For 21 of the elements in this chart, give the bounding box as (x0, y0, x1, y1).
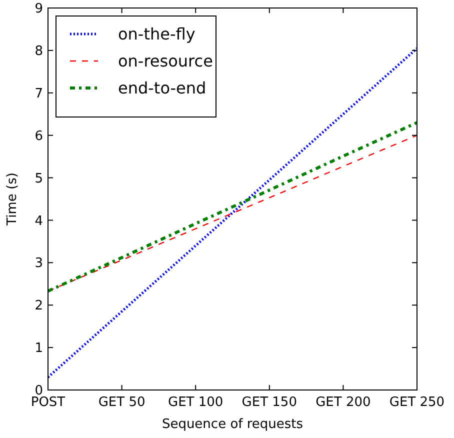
line-series (46, 47, 418, 379)
y-tick-label: 7 (34, 86, 43, 102)
y-tick-label: 9 (34, 2, 43, 17)
y-tick-label: 2 (34, 298, 43, 314)
x-tick-label: GET 150 (242, 395, 297, 410)
x-tick-label: GET 250 (389, 395, 445, 410)
x-tick-label: GET 50 (98, 395, 146, 410)
x-tick-label: GET 100 (168, 395, 224, 410)
y-tick-label: 1 (34, 341, 43, 356)
y-axis-title: Time (s) (5, 172, 20, 226)
legend-label: end-to-end (118, 78, 206, 98)
y-tick-label: 6 (34, 128, 43, 144)
x-axis-title: Sequence of requests (162, 417, 304, 432)
legend-label: on-resource (118, 52, 213, 71)
y-tick-label: 3 (34, 256, 43, 272)
y-tick-label: 4 (34, 214, 43, 229)
y-tick-label: 5 (34, 171, 43, 186)
x-tick-label: GET 200 (316, 395, 371, 410)
y-tick-label: 8 (34, 44, 43, 59)
x-tick-label: POST (30, 395, 66, 410)
legend-label: on-the-fly (118, 24, 196, 44)
